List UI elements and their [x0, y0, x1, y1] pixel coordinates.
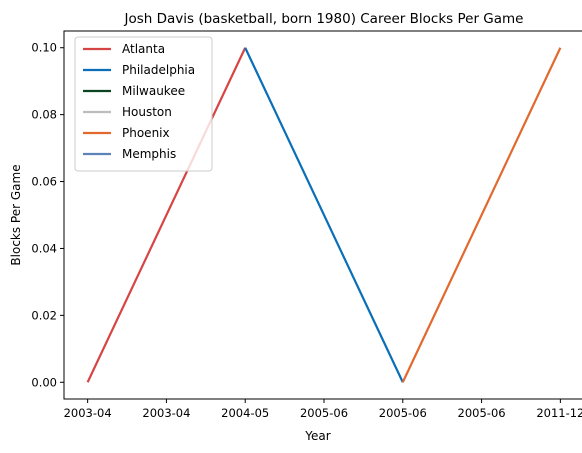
x-tick-label: 2005-06 [379, 406, 427, 420]
series-line-0 [86, 47, 247, 383]
y-tick-label: 0.10 [31, 41, 57, 55]
legend: Atlanta Philadelphia Milwaukee Houston Phoen… [74, 36, 213, 172]
x-tick-label: 2003-04 [142, 406, 190, 420]
legend-label: Phoenix [122, 126, 170, 140]
y-tick-label: 0.02 [31, 308, 57, 322]
plot-lines [86, 47, 562, 383]
legend-label: Philadelphia [122, 63, 195, 77]
series-line-4 [401, 47, 562, 383]
chart-title: Josh Davis (basketball, born 1980) Caree… [123, 11, 523, 27]
x-axis-label: Year [304, 429, 330, 443]
legend-label: Milwaukee [122, 84, 185, 98]
x-tick-label: 2005-06 [458, 406, 506, 420]
legend-label: Atlanta [122, 42, 165, 56]
y-axis: 0.00 0.02 0.04 0.06 0.08 0.10 [31, 41, 64, 389]
x-tick-label: 2005-06 [300, 406, 348, 420]
y-tick-label: 0.06 [31, 175, 57, 189]
x-tick-label: 2003-04 [64, 406, 112, 420]
legend-label: Memphis [122, 147, 176, 161]
y-tick-label: 0.00 [31, 375, 57, 389]
legend-label: Houston [122, 105, 172, 119]
series-line-1 [244, 47, 404, 383]
x-tick-label: 2004-05 [221, 406, 269, 420]
x-tick-label: 2011-12 [536, 406, 582, 420]
x-axis: 2003-04 2003-04 2004-05 2005-06 2005-06 2005-… [64, 399, 582, 420]
y-tick-label: 0.08 [31, 108, 57, 122]
y-axis-label: Blocks Per Game [9, 164, 23, 265]
y-tick-label: 0.04 [31, 241, 57, 255]
